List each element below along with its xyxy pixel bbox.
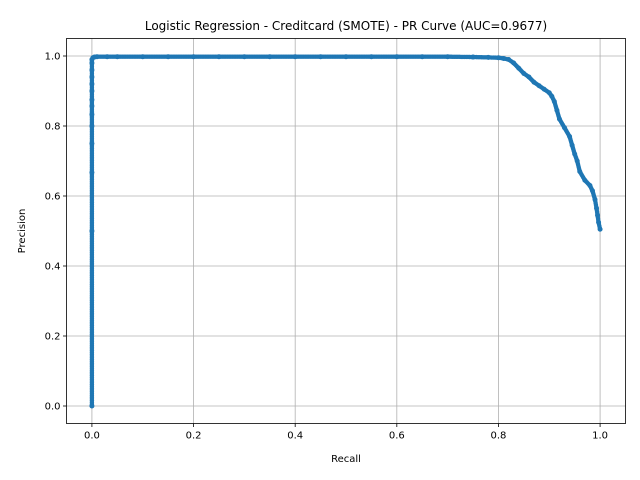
- data-point: [368, 54, 374, 60]
- data-point: [569, 142, 575, 148]
- data-point: [501, 55, 507, 61]
- data-point: [89, 111, 95, 117]
- x-tick-label: 0.6: [389, 431, 405, 442]
- data-point: [577, 169, 583, 174]
- data-point: [516, 65, 522, 71]
- y-tick-label: 0.4: [45, 262, 61, 273]
- data-point: [470, 54, 476, 60]
- plot-frame: [66, 38, 626, 424]
- data-point: [521, 71, 527, 76]
- y-tick-label: 0.6: [45, 192, 61, 203]
- data-point: [267, 54, 273, 60]
- data-point: [318, 54, 324, 60]
- data-point: [506, 57, 512, 62]
- data-point: [556, 116, 562, 122]
- data-point: [343, 54, 349, 60]
- data-point: [89, 88, 95, 94]
- x-tick-label: 0.8: [491, 431, 507, 442]
- data-point: [485, 54, 491, 60]
- data-point: [574, 158, 580, 164]
- data-point: [419, 54, 425, 60]
- y-tick-label: 0.2: [45, 332, 61, 343]
- y-tick-label: 1.0: [45, 52, 61, 63]
- data-point: [165, 54, 171, 60]
- data-point: [536, 83, 542, 89]
- data-point: [572, 151, 578, 157]
- data-point: [531, 79, 537, 85]
- ticks: 0.0 0.2 0.4 0.6 0.8 1.0 0.0 0.2 0.4 0.6 0.8 1.0: [45, 52, 608, 442]
- data-point: [594, 205, 600, 211]
- data-point: [140, 54, 146, 60]
- data-point: [89, 403, 95, 409]
- data-point: [595, 212, 601, 218]
- chart-title: Logistic Regression - Creditcard (SMOTE)…: [145, 19, 547, 33]
- data-point: [89, 81, 95, 87]
- y-tick-label: 0.8: [45, 122, 61, 133]
- data-point: [89, 170, 95, 176]
- x-tick-label: 0.4: [287, 431, 303, 442]
- data-point: [114, 54, 120, 60]
- data-point: [589, 188, 595, 194]
- data-point: [241, 54, 247, 60]
- data-point: [596, 219, 602, 225]
- x-tick-label: 1.0: [592, 431, 608, 442]
- data-point: [89, 60, 95, 66]
- data-point: [89, 228, 95, 234]
- data-point: [394, 54, 400, 60]
- x-axis-label: Recall: [331, 454, 361, 465]
- data-point: [592, 197, 598, 202]
- x-tick-label: 0.0: [84, 431, 100, 442]
- data-point: [104, 54, 110, 60]
- data-point: [216, 54, 222, 60]
- data-point: [495, 55, 501, 61]
- data-point: [94, 54, 100, 60]
- data-point: [445, 54, 451, 60]
- data-point: [89, 74, 95, 80]
- series-layer: [89, 54, 603, 409]
- data-point: [89, 67, 95, 73]
- data-point: [597, 226, 603, 232]
- data-point: [562, 125, 568, 131]
- data-point: [526, 74, 532, 80]
- data-point: [89, 97, 95, 103]
- data-point: [582, 177, 588, 183]
- data-point: [511, 60, 517, 66]
- data-point: [546, 90, 552, 96]
- data-point: [567, 134, 573, 139]
- data-point: [191, 54, 197, 60]
- data-point: [89, 123, 95, 129]
- data-point: [89, 141, 95, 146]
- data-point: [89, 103, 95, 109]
- data-point: [551, 99, 557, 104]
- data-point: [541, 86, 547, 92]
- y-axis-label: Precision: [17, 209, 28, 254]
- data-point: [554, 107, 560, 113]
- data-point: [587, 183, 593, 188]
- data-point: [292, 54, 298, 60]
- x-tick-label: 0.2: [186, 431, 202, 442]
- y-tick-label: 0.0: [45, 402, 61, 413]
- data-point: [549, 93, 555, 99]
